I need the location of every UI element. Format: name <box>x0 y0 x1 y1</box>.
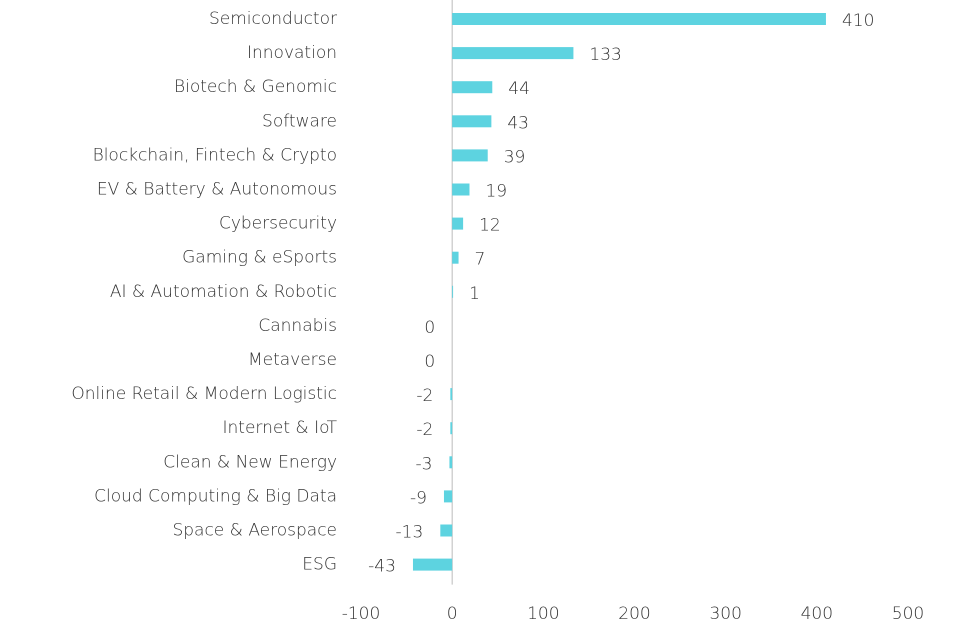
category-label: Clean & New Energy <box>163 452 337 472</box>
bar <box>452 285 454 298</box>
bar <box>452 149 488 162</box>
value-label: 410 <box>842 11 874 31</box>
value-label: -9 <box>410 488 427 508</box>
x-tick-label: 200 <box>618 604 650 624</box>
category-label: Metaverse <box>248 350 337 370</box>
category-label: Internet & IoT <box>223 418 338 438</box>
category-label: Blockchain, Fintech & Crypto <box>93 145 337 165</box>
bar <box>452 13 826 25</box>
x-tick-label: 300 <box>709 604 741 624</box>
bar <box>450 388 453 401</box>
bar <box>452 81 493 94</box>
bar <box>440 524 453 537</box>
value-label: -43 <box>368 557 396 577</box>
category-label: Software <box>262 111 337 131</box>
x-tick-label: 400 <box>801 604 833 624</box>
category-label: Innovation <box>247 43 337 63</box>
x-tick-label: -100 <box>342 604 381 624</box>
x-tick-label: 0 <box>447 604 458 624</box>
category-label: Cloud Computing & Big Data <box>94 486 337 506</box>
x-tick-label: 500 <box>892 604 924 624</box>
category-label: Gaming & eSports <box>182 248 337 268</box>
category-label: Online Retail & Modern Logistic <box>71 384 337 404</box>
category-label: Biotech & Genomic <box>174 77 337 97</box>
value-label: 19 <box>485 182 507 202</box>
bar <box>452 115 492 128</box>
category-label: Space & Aerospace <box>172 521 337 541</box>
value-label: 0 <box>424 318 435 338</box>
value-label: 43 <box>507 113 529 133</box>
value-label: 44 <box>508 79 530 99</box>
bar <box>449 456 453 469</box>
category-label: ESG <box>302 555 337 575</box>
value-label: 7 <box>475 250 486 270</box>
value-label: 12 <box>479 216 501 236</box>
value-label: -2 <box>416 420 433 440</box>
category-label: EV & Battery & Autonomous <box>97 180 337 200</box>
value-label: -13 <box>396 523 424 543</box>
value-label: 0 <box>424 352 435 372</box>
bar <box>412 558 453 571</box>
category-label: AI & Automation & Robotic <box>110 282 337 302</box>
value-label: -3 <box>415 454 432 474</box>
value-label: 1 <box>469 284 480 304</box>
value-label: -2 <box>416 386 433 406</box>
value-label: 133 <box>589 45 621 65</box>
bar <box>450 422 453 435</box>
bar <box>452 217 464 230</box>
category-label: Cannabis <box>258 316 337 336</box>
x-tick-label: 100 <box>527 604 559 624</box>
bar <box>452 183 470 196</box>
value-label: 39 <box>504 147 526 167</box>
bar <box>443 490 453 503</box>
category-label: Semiconductor <box>209 9 337 29</box>
category-label: Cybersecurity <box>219 214 337 234</box>
bar <box>452 251 459 264</box>
bar <box>452 47 574 60</box>
